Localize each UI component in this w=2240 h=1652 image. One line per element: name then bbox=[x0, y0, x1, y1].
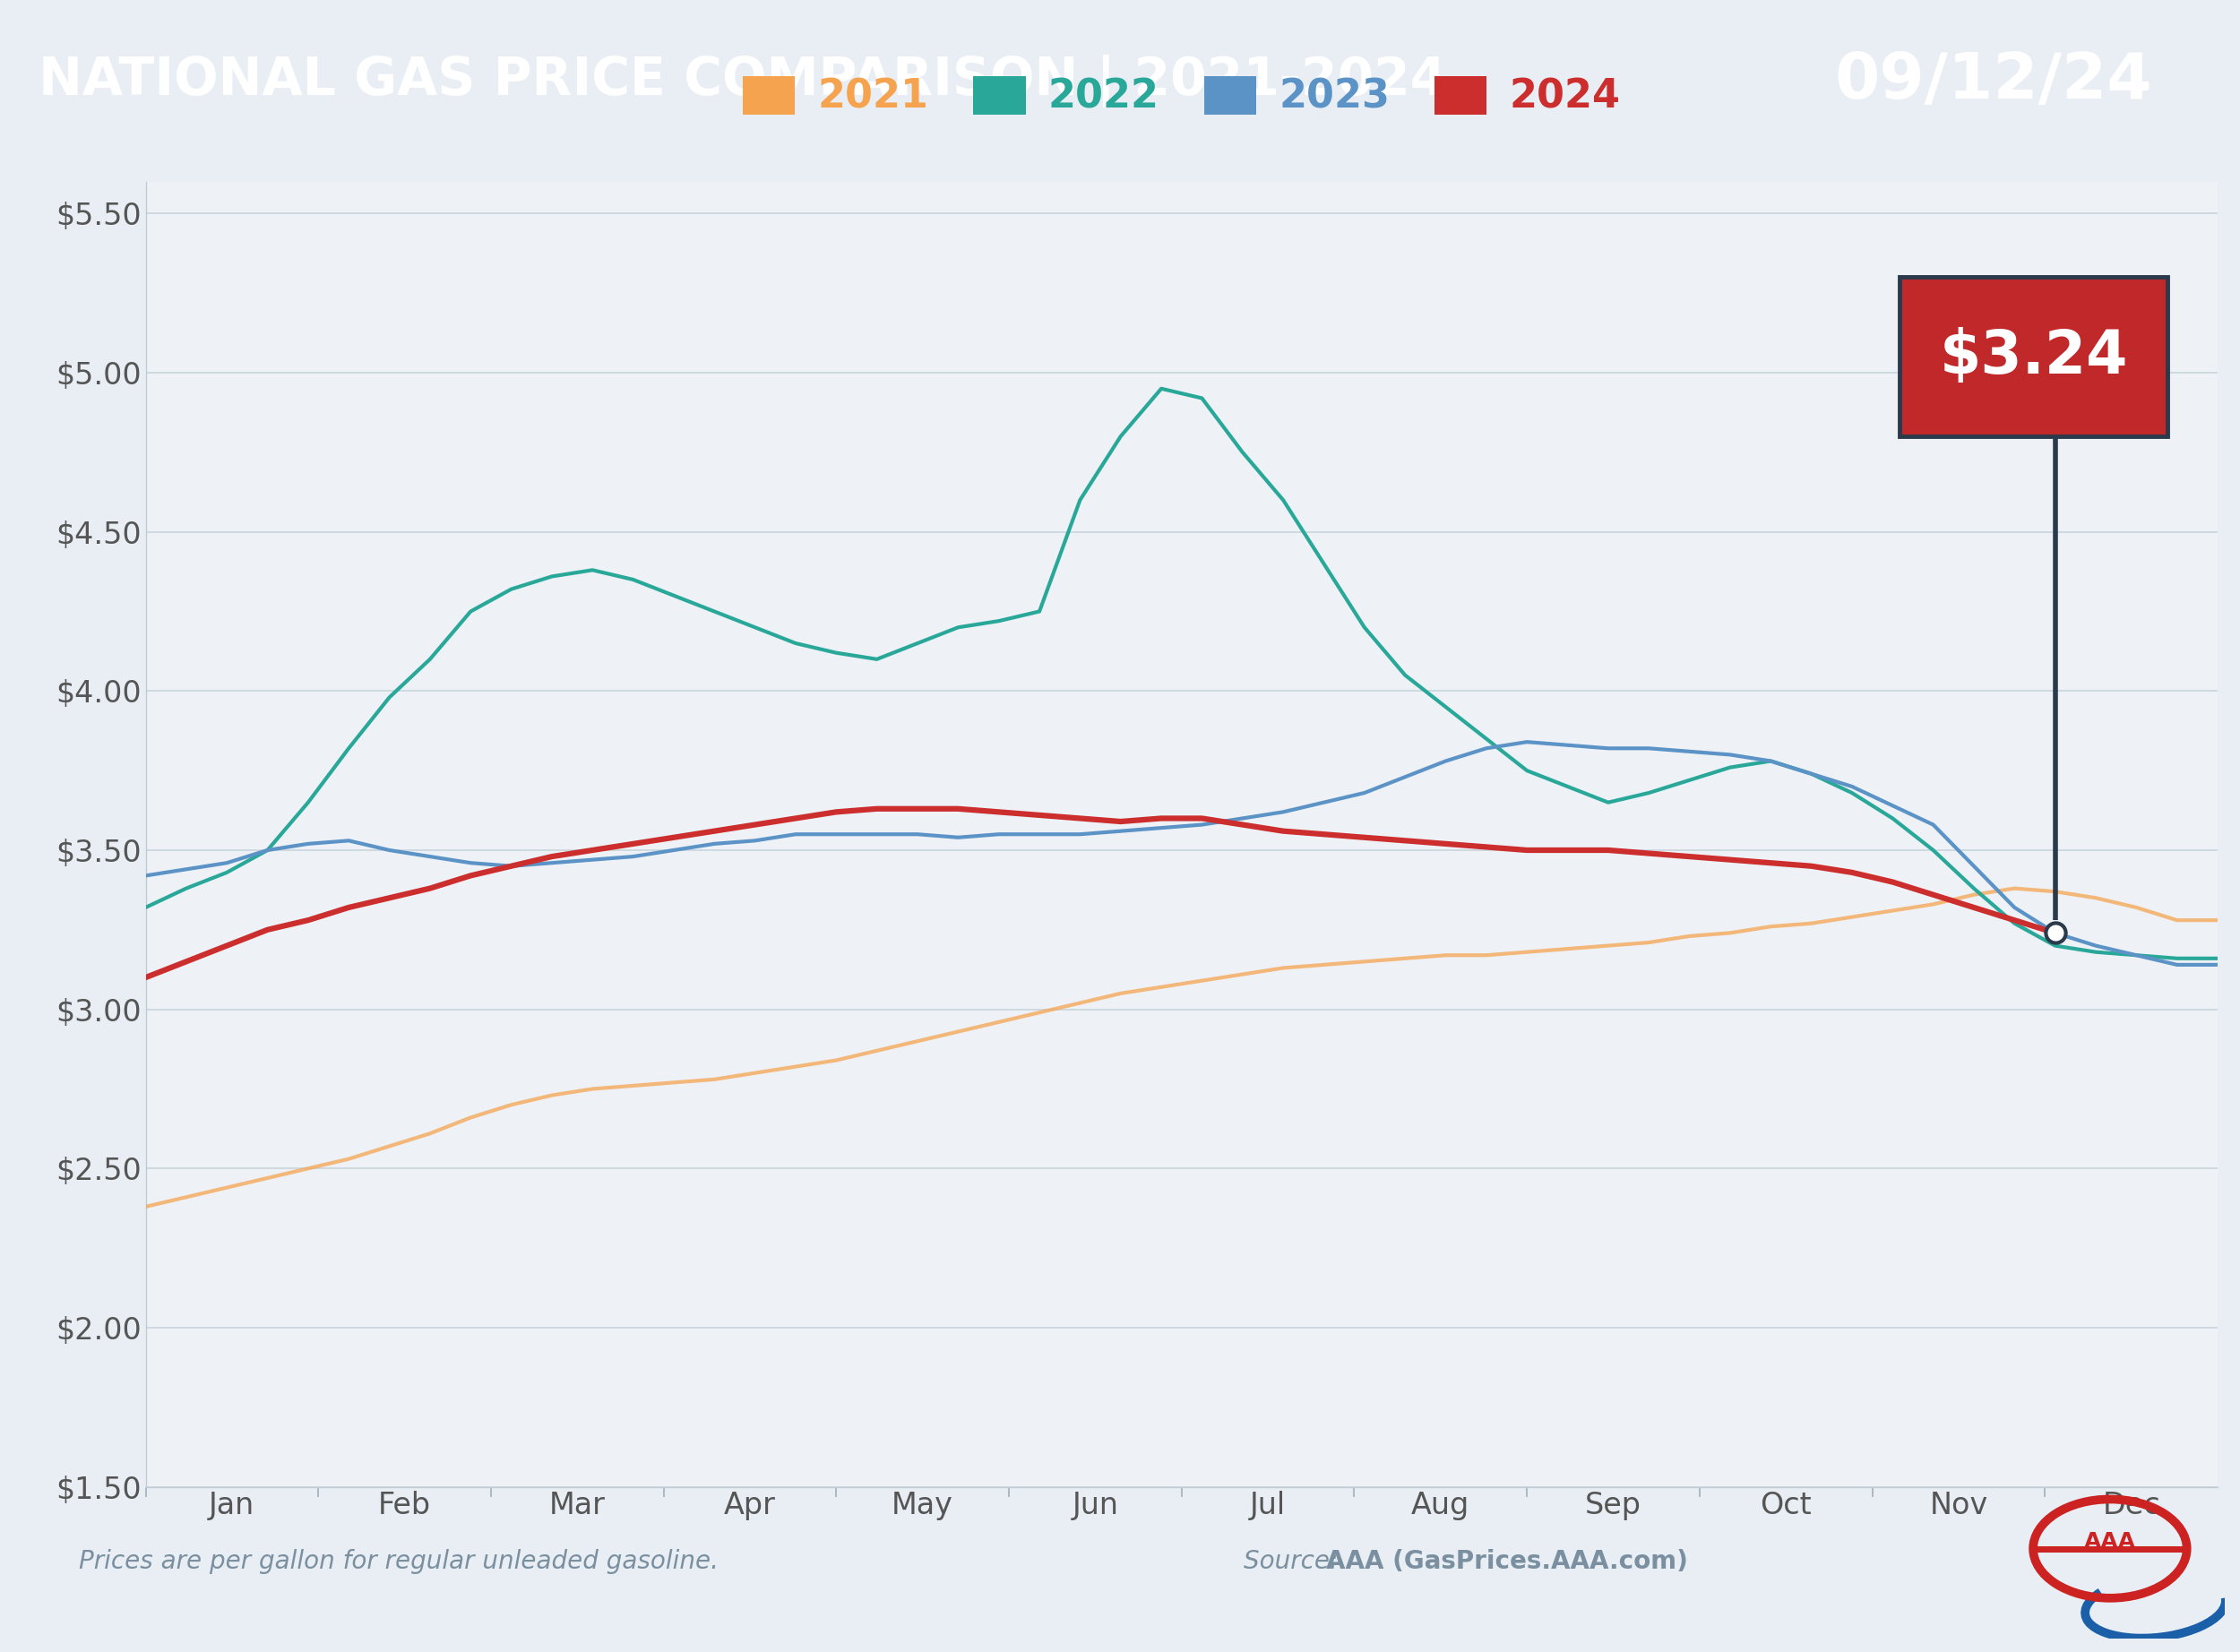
FancyBboxPatch shape bbox=[1900, 278, 2168, 436]
Text: Source:: Source: bbox=[1243, 1548, 1346, 1574]
Text: AAA (GasPrices.AAA.com): AAA (GasPrices.AAA.com) bbox=[1326, 1548, 1689, 1574]
Text: AAA: AAA bbox=[2083, 1531, 2137, 1553]
Text: $3.24: $3.24 bbox=[1940, 327, 2128, 387]
Text: Prices are per gallon for regular unleaded gasoline.: Prices are per gallon for regular unlead… bbox=[78, 1548, 719, 1574]
Text: NATIONAL GAS PRICE COMPARISON | 2021-2024: NATIONAL GAS PRICE COMPARISON | 2021-202… bbox=[38, 55, 1447, 107]
Legend: 2021, 2022, 2023, 2024: 2021, 2022, 2023, 2024 bbox=[744, 76, 1620, 116]
Text: 09/12/24: 09/12/24 bbox=[1835, 50, 2153, 112]
